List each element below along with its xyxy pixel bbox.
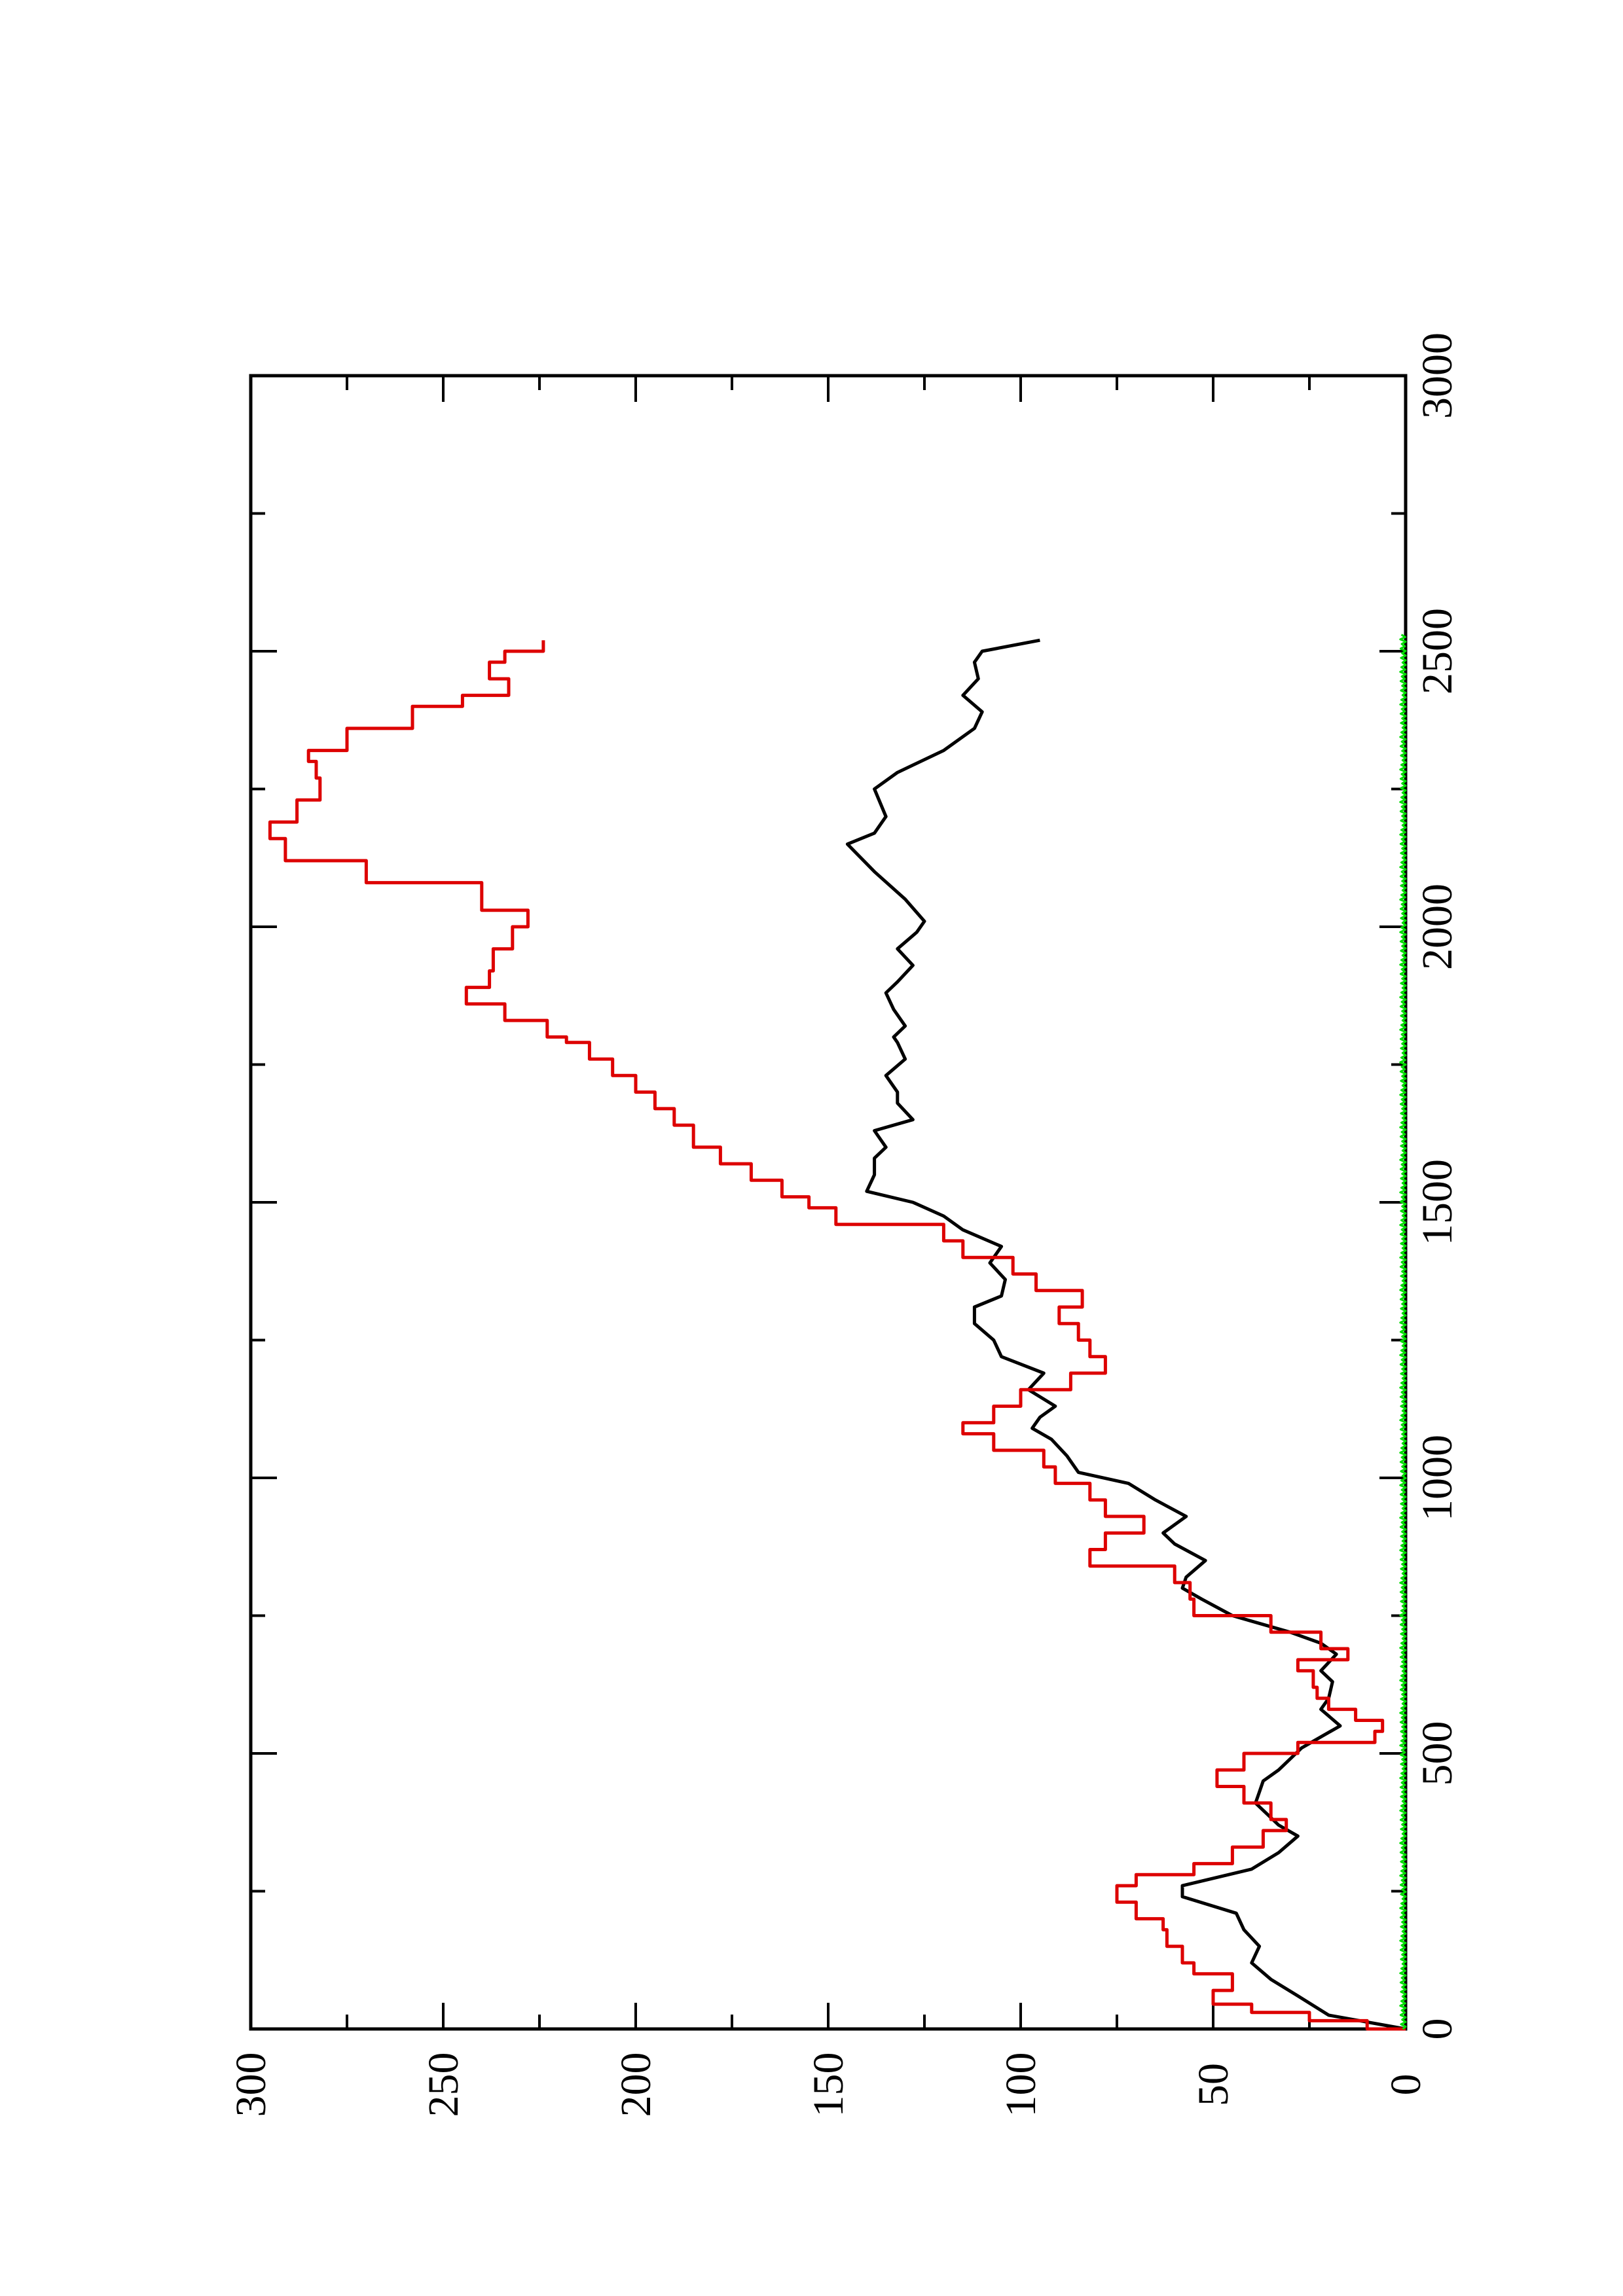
x-tick-label: 3000 bbox=[1413, 332, 1461, 419]
y-tick-label: 50 bbox=[1190, 2063, 1237, 2106]
y-tick-label: 250 bbox=[420, 2053, 467, 2117]
y-tick-label: 150 bbox=[805, 2053, 852, 2117]
x-tick-label: 1000 bbox=[1413, 1435, 1461, 1521]
series-line-2 bbox=[268, 640, 1406, 2031]
x-tick-label: 2500 bbox=[1413, 608, 1461, 694]
plot-area: 0 500 1000 1500 2000 2500 3000 0 50 100 150 200 250 3… bbox=[227, 332, 1461, 2117]
x-tick-label: 500 bbox=[1413, 1721, 1461, 1786]
x-tick-label: 1500 bbox=[1413, 1159, 1461, 1246]
series-line-3 bbox=[1399, 634, 1407, 2030]
x-tick-label: 0 bbox=[1413, 2018, 1461, 2040]
y-tick-label: 100 bbox=[997, 2053, 1045, 2117]
y-tick-label: 200 bbox=[612, 2053, 660, 2117]
y-tick-label: 300 bbox=[227, 2053, 275, 2117]
y-tick-label: 0 bbox=[1382, 2074, 1430, 2096]
series-line-1 bbox=[845, 638, 1406, 2031]
plot-frame bbox=[249, 374, 1408, 2031]
x-tick-label: 2000 bbox=[1413, 884, 1461, 970]
